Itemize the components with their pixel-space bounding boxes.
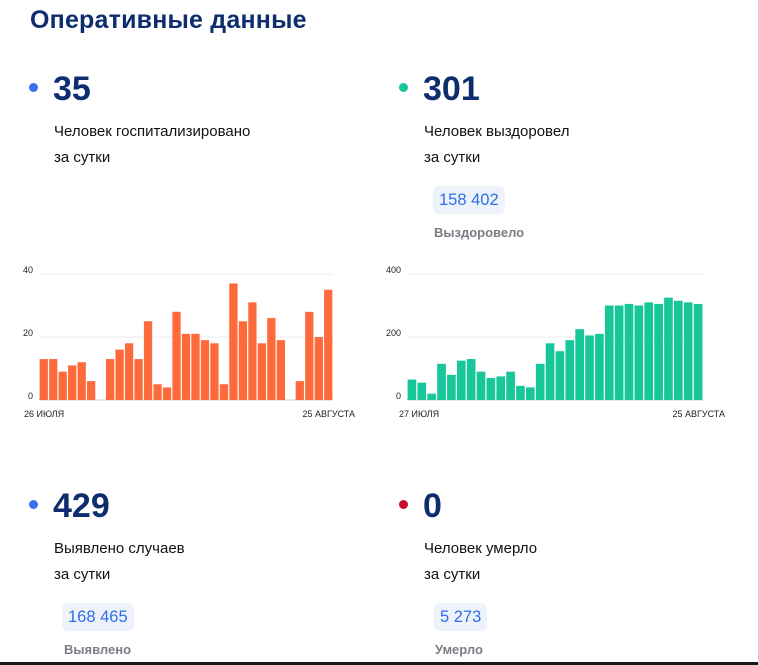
chart0-ytick-label: 40	[23, 265, 33, 275]
chart1-bar	[654, 303, 663, 400]
chart0-bar	[87, 381, 96, 400]
chart1-bar	[595, 333, 604, 400]
chart1-bar	[486, 377, 496, 400]
chart1-bar	[604, 305, 614, 400]
hospitalized-label-line2: за сутки	[54, 149, 111, 166]
chart1-bar	[456, 360, 466, 400]
chart1-bar	[417, 382, 427, 400]
recovered-label: Человек выздоровел за сутки	[424, 119, 684, 171]
cases-value: 429	[53, 487, 110, 525]
hospitalized-chart: 0 20 40 26 ИЮЛЯ 25 АВГУСТА	[23, 265, 355, 419]
chart1-x-end-label: 25 АВГУСТА	[672, 409, 725, 419]
chart0-bar	[172, 311, 181, 400]
chart1-bar	[476, 371, 486, 400]
chart1-bar	[683, 302, 693, 400]
chart1-bar	[565, 340, 575, 400]
chart0-bar	[68, 365, 77, 400]
chart0-bar	[58, 371, 67, 400]
chart0-bar	[134, 359, 143, 400]
deaths-label: Человек умерло за сутки	[424, 536, 684, 588]
chart1-bar	[516, 385, 525, 400]
recovered-value: 301	[423, 70, 480, 108]
deaths-dot	[399, 500, 408, 509]
chart0-bar	[229, 283, 238, 400]
chart1-ytick-label: 400	[386, 265, 401, 275]
cases-dot	[29, 500, 38, 509]
chart0-bar	[219, 384, 229, 400]
chart0-bar	[200, 340, 210, 400]
chart1-bar	[585, 335, 594, 400]
chart1-bar	[624, 303, 634, 400]
chart0-bar	[143, 321, 153, 400]
chart1-bar	[526, 387, 535, 400]
cases-label-line2: за сутки	[54, 566, 111, 583]
deaths-value: 0	[423, 487, 442, 525]
cases-total-badge: 168 465	[62, 603, 134, 631]
chart1-bar	[447, 374, 456, 400]
chart0-bar	[314, 337, 323, 400]
chart1-bar	[496, 376, 506, 400]
chart1-bar	[407, 379, 417, 400]
recovered-label-line1: Человек выздоровел	[424, 123, 570, 140]
cases-label: Выявлено случаев за сутки	[54, 536, 314, 588]
chart1-x-start-label: 27 ИЮЛЯ	[399, 409, 439, 419]
chart1-bar	[466, 359, 476, 400]
chart1-bar	[427, 393, 436, 400]
hospitalized-label-line1: Человек госпитализировано	[54, 123, 251, 140]
chart0-bar	[77, 362, 86, 400]
chart1-bar	[664, 297, 673, 400]
deaths-total-badge: 5 273	[434, 603, 488, 631]
chart0-bar	[276, 340, 285, 400]
hospitalized-value: 35	[53, 70, 91, 108]
chart1-bar	[545, 343, 555, 400]
page-title: Оперативные данные	[30, 6, 307, 34]
recovered-total-badge: 158 402	[433, 186, 505, 214]
chart1-bar	[575, 329, 584, 400]
chart0-bar	[324, 289, 333, 400]
chart0-bar	[267, 318, 276, 400]
chart0-ytick-label: 20	[23, 328, 33, 338]
chart0-bar	[238, 321, 248, 400]
chart1-bar	[674, 300, 683, 400]
chart1-bar	[437, 363, 446, 400]
chart0-bar	[248, 302, 257, 400]
cases-total-label: Выявлено	[64, 642, 132, 657]
chart0-bar	[124, 343, 134, 400]
recovered-label-line2: за сутки	[424, 149, 481, 166]
chart0-x-start-label: 26 ИЮЛЯ	[24, 409, 64, 419]
chart1-bar	[614, 305, 624, 400]
chart0-bar	[162, 387, 172, 400]
chart1-bar	[555, 351, 565, 400]
deaths-label-line1: Человек умерло	[424, 540, 538, 557]
chart0-bar	[257, 343, 267, 400]
chart1-bar	[634, 305, 644, 400]
deaths-label-line2: за сутки	[424, 566, 481, 583]
chart1-bar	[693, 303, 703, 400]
chart0-bar	[181, 333, 191, 400]
cases-label-line1: Выявлено случаев	[54, 540, 185, 557]
recovered-chart: 0 200 400 27 ИЮЛЯ 25 АВГУСТА	[386, 265, 725, 419]
chart0-x-end-label: 25 АВГУСТА	[302, 409, 355, 419]
chart0-bar	[49, 359, 58, 400]
recovered-total-label: Выздоровело	[434, 225, 525, 240]
recovered-dot	[399, 83, 408, 92]
chart0-bar	[105, 359, 115, 400]
chart0-bar	[210, 343, 219, 400]
chart0-bar	[39, 359, 48, 400]
chart0-bar	[153, 384, 162, 400]
hospitalized-label: Человек госпитализировано за сутки	[54, 119, 314, 171]
hospitalized-dot	[29, 83, 38, 92]
chart1-ytick-label: 0	[396, 391, 401, 401]
chart0-bar	[305, 311, 314, 400]
chart0-bar	[191, 333, 200, 400]
bottom-divider	[0, 662, 758, 665]
chart0-bar	[115, 349, 124, 400]
deaths-total-label: Умерло	[435, 642, 483, 657]
chart1-bar	[644, 302, 654, 400]
chart0-bar	[295, 381, 304, 400]
chart0-ytick-label: 0	[28, 391, 33, 401]
chart1-bar	[535, 363, 545, 400]
chart1-bar	[506, 371, 515, 400]
chart1-ytick-label: 200	[386, 328, 401, 338]
